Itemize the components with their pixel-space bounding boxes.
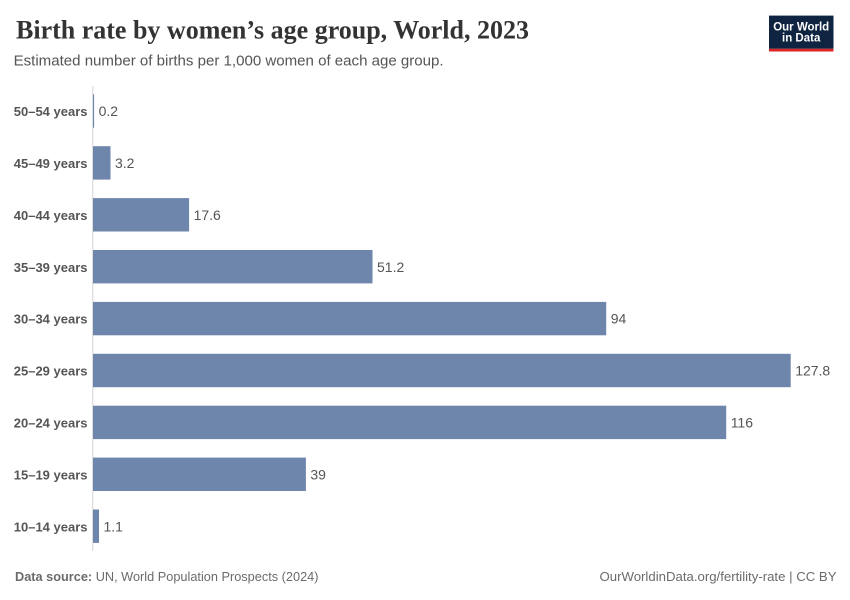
- svg-text:OurWorldinData.org/fertility-r: OurWorldinData.org/fertility-rate | CC B…: [600, 569, 837, 584]
- svg-text:25–29 years: 25–29 years: [14, 364, 88, 379]
- svg-text:51.2: 51.2: [377, 259, 404, 275]
- svg-text:40–44 years: 40–44 years: [14, 208, 88, 223]
- svg-text:0.2: 0.2: [99, 103, 119, 119]
- svg-text:in Data: in Data: [782, 33, 821, 45]
- svg-text:1.1: 1.1: [104, 518, 124, 534]
- svg-text:94: 94: [611, 311, 627, 327]
- svg-text:10–14 years: 10–14 years: [14, 519, 88, 534]
- svg-text:127.8: 127.8: [795, 363, 830, 379]
- svg-text:39: 39: [310, 466, 326, 482]
- svg-text:17.6: 17.6: [194, 207, 221, 223]
- svg-text:20–24 years: 20–24 years: [14, 416, 88, 431]
- svg-text:Estimated number of births per: Estimated number of births per 1,000 wom…: [14, 54, 444, 70]
- svg-text:50–54 years: 50–54 years: [14, 104, 88, 119]
- svg-text:30–34 years: 30–34 years: [14, 312, 88, 327]
- svg-text:45–49 years: 45–49 years: [14, 156, 88, 171]
- svg-text:116: 116: [731, 415, 754, 431]
- svg-text:Data source: UN, World Populat: Data source: UN, World Population Prospe…: [15, 569, 319, 584]
- svg-text:3.2: 3.2: [115, 155, 135, 171]
- svg-text:15–19 years: 15–19 years: [14, 467, 88, 482]
- svg-text:Our World: Our World: [773, 21, 829, 33]
- svg-text:35–39 years: 35–39 years: [14, 260, 88, 275]
- svg-text:Birth rate by women’s age grou: Birth rate by women’s age group, World, …: [16, 15, 529, 45]
